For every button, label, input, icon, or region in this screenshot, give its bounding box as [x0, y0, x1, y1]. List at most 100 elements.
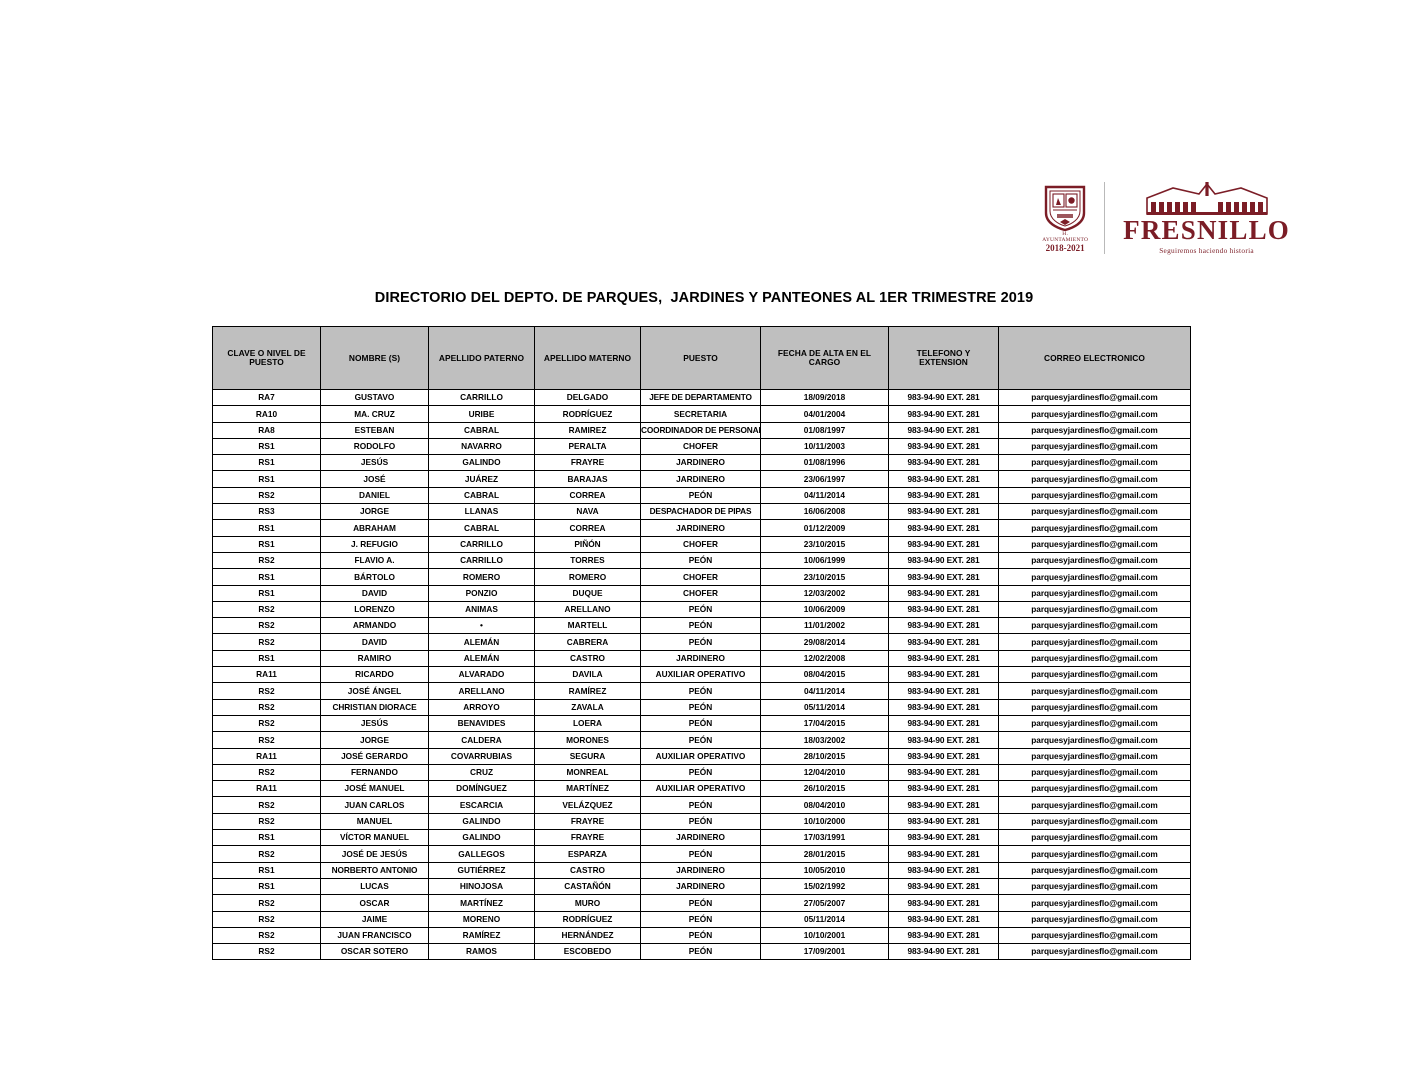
cell-clave: RS1 [212, 470, 321, 488]
cell-apellido-materno: ESCOBEDO [534, 943, 641, 961]
cell-clave: RS2 [212, 763, 321, 782]
cell-nombre: FERNANDO [320, 763, 429, 782]
cell-apellido-paterno: GALLEGOS [428, 845, 535, 863]
table-row: RS2 CHRISTIAN DIORACE ARROYO ZAVALA PEÓN 05/1… [212, 698, 1191, 716]
column-header-apellido-materno: APELLIDO MATERNO [534, 326, 641, 390]
cell-apellido-paterno: CARRILLO [428, 388, 535, 407]
cell-puesto: PEÓN [640, 926, 761, 945]
letterhead: H. AYUNTAMIENTO 2018-2021 [1040, 172, 1290, 264]
cell-telefono: 983-94-90 EXT. 281 [888, 845, 999, 863]
cell-puesto: PEÓN [640, 617, 761, 635]
cell-apellido-paterno: DOMÍNGUEZ [428, 780, 535, 798]
cell-fecha-alta: 18/03/2002 [760, 731, 889, 749]
cell-telefono: 983-94-90 EXT. 281 [888, 584, 999, 602]
cell-apellido-materno: DAVILA [534, 666, 641, 684]
cell-clave: RA10 [212, 405, 321, 423]
cell-correo: parquesyjardinesflo@gmail.com [998, 388, 1191, 407]
cell-apellido-paterno: RAMÍREZ [428, 926, 535, 945]
cell-correo: parquesyjardinesflo@gmail.com [998, 829, 1191, 847]
cell-clave: RA11 [212, 666, 321, 684]
cell-apellido-materno: ARELLANO [534, 600, 641, 619]
cell-nombre: JUAN CARLOS [320, 796, 429, 814]
cell-apellido-paterno: ESCARCIA [428, 796, 535, 814]
cell-apellido-materno: RAMÍREZ [534, 682, 641, 700]
cell-correo: parquesyjardinesflo@gmail.com [998, 926, 1191, 945]
cell-apellido-paterno: ARELLANO [428, 682, 535, 700]
cell-clave: RS2 [212, 486, 321, 505]
cell-correo: parquesyjardinesflo@gmail.com [998, 405, 1191, 423]
table-row: RS1 J. REFUGIO CARRILLO PIÑÓN CHOFER 23/10/20… [212, 535, 1191, 553]
table-row: RS2 JUAN CARLOS ESCARCIA VELÁZQUEZ PEÓN 08/04… [212, 796, 1191, 814]
cell-telefono: 983-94-90 EXT. 281 [888, 600, 999, 619]
cell-puesto: AUXILIAR OPERATIVO [640, 747, 761, 765]
cell-apellido-materno: RODRÍGUEZ [534, 405, 641, 423]
cell-puesto: DESPACHADOR DE PIPAS [640, 503, 761, 521]
cell-telefono: 983-94-90 EXT. 281 [888, 666, 999, 684]
cell-nombre: LORENZO [320, 600, 429, 619]
table-row: RS2 JOSÉ DE JESÚS GALLEGOS ESPARZA PEÓN 28/01… [212, 845, 1191, 863]
cell-fecha-alta: 12/03/2002 [760, 584, 889, 602]
cell-telefono: 983-94-90 EXT. 281 [888, 682, 999, 700]
cell-puesto: PEÓN [640, 551, 761, 570]
cell-fecha-alta: 23/06/1997 [760, 470, 889, 488]
cell-clave: RS2 [212, 731, 321, 749]
cell-puesto: PEÓN [640, 731, 761, 749]
cell-correo: parquesyjardinesflo@gmail.com [998, 633, 1191, 651]
cell-correo: parquesyjardinesflo@gmail.com [998, 600, 1191, 619]
cell-fecha-alta: 12/04/2010 [760, 763, 889, 782]
cell-apellido-paterno: CABRAL [428, 486, 535, 505]
cell-apellido-paterno: JUÁREZ [428, 470, 535, 488]
cell-clave: RA11 [212, 780, 321, 798]
column-header-apellido-paterno: APELLIDO PATERNO [428, 326, 535, 390]
cell-correo: parquesyjardinesflo@gmail.com [998, 943, 1191, 961]
cell-apellido-paterno: MARTÍNEZ [428, 894, 535, 912]
cell-nombre: JOSÉ ÁNGEL [320, 682, 429, 700]
table-row: RS2 DANIEL CABRAL CORREA PEÓN 04/11/2014 983-9… [212, 486, 1191, 505]
cell-fecha-alta: 08/04/2010 [760, 796, 889, 814]
cell-puesto: JEFE DE DEPARTAMENTO [640, 388, 761, 407]
cell-nombre: RAMIRO [320, 649, 429, 668]
cell-fecha-alta: 28/10/2015 [760, 747, 889, 765]
crest-caption-line2: 2018-2021 [1045, 242, 1085, 253]
cell-apellido-materno: CASTRO [534, 649, 641, 668]
cell-apellido-paterno: CRUZ [428, 763, 535, 782]
cell-telefono: 983-94-90 EXT. 281 [888, 568, 999, 586]
cell-nombre: VÍCTOR MANUEL [320, 829, 429, 847]
cell-fecha-alta: 10/05/2010 [760, 861, 889, 879]
cell-fecha-alta: 04/11/2014 [760, 682, 889, 700]
table-row: RS1 RAMIRO ALEMÁN CASTRO JARDINERO 12/02/2008… [212, 649, 1191, 668]
cell-correo: parquesyjardinesflo@gmail.com [998, 649, 1191, 668]
brand-tagline: Seguiremos haciendo historia [1159, 245, 1254, 255]
table-row: RS2 ARMANDO • MARTELL PEÓN 11/01/2002 983-94-9… [212, 617, 1191, 635]
table-row: RA11 JOSÉ GERARDO COVARRUBIAS SEGURA AUXILIA… [212, 747, 1191, 765]
cell-puesto: PEÓN [640, 845, 761, 863]
cell-clave: RS1 [212, 649, 321, 668]
table-row: RS2 OSCAR SOTERO RAMOS ESCOBEDO PEÓN 17/09/20… [212, 943, 1191, 961]
cell-apellido-paterno: ALVARADO [428, 666, 535, 684]
cell-correo: parquesyjardinesflo@gmail.com [998, 894, 1191, 912]
cell-fecha-alta: 11/01/2002 [760, 617, 889, 635]
cell-apellido-materno: ROMERO [534, 568, 641, 586]
cell-clave: RS2 [212, 845, 321, 863]
cell-clave: RS2 [212, 600, 321, 619]
cell-puesto: PEÓN [640, 633, 761, 651]
cell-clave: RS2 [212, 682, 321, 700]
cell-puesto: JARDINERO [640, 649, 761, 668]
cell-apellido-paterno: CALDERA [428, 731, 535, 749]
cell-puesto: AUXILIAR OPERATIVO [640, 780, 761, 798]
column-header-fecha-alta: FECHA DE ALTA EN EL CARGO [760, 326, 889, 390]
cell-clave: RS2 [212, 943, 321, 961]
cell-nombre: JESÚS [320, 714, 429, 733]
cell-puesto: CHOFER [640, 584, 761, 602]
cell-fecha-alta: 12/02/2008 [760, 649, 889, 668]
cell-telefono: 983-94-90 EXT. 281 [888, 780, 999, 798]
cell-nombre: BÁRTOLO [320, 568, 429, 586]
cell-puesto: JARDINERO [640, 861, 761, 879]
cell-telefono: 983-94-90 EXT. 281 [888, 796, 999, 814]
cell-correo: parquesyjardinesflo@gmail.com [998, 877, 1191, 896]
table-row: RS2 MANUEL GALINDO FRAYRE PEÓN 10/10/2000 983-… [212, 812, 1191, 831]
table-row: RA8 ESTEBAN CABRAL RAMIREZ COORDINADOR DE PE… [212, 421, 1191, 439]
cell-clave: RS1 [212, 437, 321, 456]
cell-nombre: RICARDO [320, 666, 429, 684]
cell-telefono: 983-94-90 EXT. 281 [888, 633, 999, 651]
